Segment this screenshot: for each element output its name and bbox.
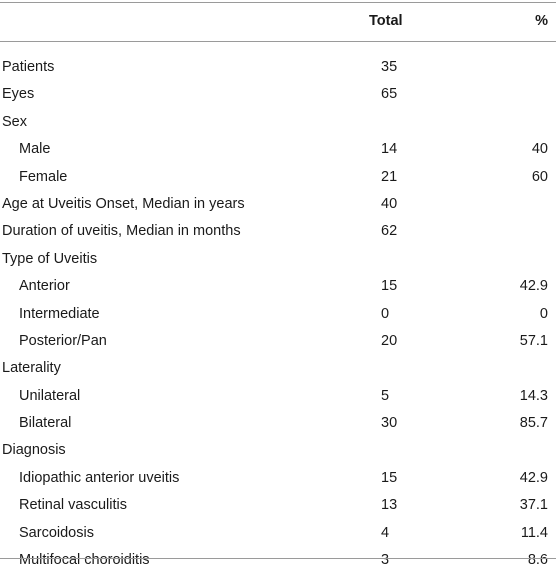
table-row: Laterality [0,355,556,382]
header-rule [0,41,556,42]
row-percent: 85.7 [519,415,548,432]
row-total: 40 [381,195,398,212]
row-label: Unilateral [19,387,81,404]
row-total: 13 [381,497,398,514]
table-row: Sarcoidosis 4 11.4 [0,520,556,547]
table-row: Duration of uveitis, Median in months 62 [0,218,556,245]
row-label: Sarcoidosis [19,524,94,541]
header-percent: % [535,13,548,29]
row-percent: 14.3 [519,387,548,404]
row-label: Laterality [2,360,61,377]
row-label: Diagnosis [2,442,66,459]
table-row: Retinal vasculitis 13 37.1 [0,492,556,519]
table-row: Male 14 40 [0,136,556,163]
row-total: 15 [381,278,398,295]
row-total: 0 [381,305,390,322]
table-row: Unilateral 5 14.3 [0,383,556,410]
row-label: Idiopathic anterior uveitis [19,469,180,486]
row-percent: 42.9 [519,278,548,295]
row-total: 35 [381,59,398,75]
row-label: Female [19,168,68,185]
row-percent: 42.9 [519,469,548,486]
table-row: Eyes 65 [0,81,556,108]
row-label: Patients [2,59,55,75]
row-label: Anterior [19,278,70,295]
table-row: Bilateral 30 85.7 [0,410,556,437]
top-rule [0,2,556,3]
table-body: Patients 35 Eyes 65 Sex Male 14 40 Femal… [0,54,556,574]
row-total: 30 [381,415,398,432]
row-label: Eyes [2,86,35,103]
table-row: Age at Uveitis Onset, Median in years 40 [0,191,556,218]
row-percent: 8.6 [527,552,548,569]
table-row: Patients 35 [0,54,556,81]
row-label: Multifocal choroiditis [19,552,150,569]
table-row: Female 21 60 [0,164,556,191]
row-percent: 37.1 [519,497,548,514]
table-row: Sex [0,109,556,136]
row-total: 21 [381,168,398,185]
row-total: 5 [381,387,390,404]
table-row: Multifocal choroiditis 3 8.6 [0,547,556,574]
table-row: Posterior/Pan 20 57.1 [0,328,556,355]
row-label: Intermediate [19,305,100,322]
table-row: Intermediate 0 0 [0,301,556,328]
row-percent: 60 [531,168,548,185]
row-label: Duration of uveitis, Median in months [2,223,241,240]
row-label: Retinal vasculitis [19,497,127,514]
table-row: Idiopathic anterior uveitis 15 42.9 [0,465,556,492]
row-label: Sex [2,113,27,130]
row-label: Bilateral [19,415,72,432]
row-total: 20 [381,332,398,349]
row-total: 62 [381,223,398,240]
row-total: 14 [381,141,398,158]
row-total: 65 [381,86,398,103]
row-percent: 40 [531,141,548,158]
header-total: Total [369,13,403,29]
row-label: Age at Uveitis Onset, Median in years [2,195,245,212]
table-row: Type of Uveitis [0,246,556,273]
row-percent: 0 [539,305,548,322]
table-header-row: Total % [0,2,556,41]
row-total: 3 [381,552,390,569]
table-row: Diagnosis [0,437,556,464]
bottom-rule [0,558,556,559]
row-label: Type of Uveitis [2,250,98,267]
row-total: 4 [381,524,390,541]
row-label: Male [19,141,51,158]
row-label: Posterior/Pan [19,332,107,349]
row-percent: 57.1 [519,332,548,349]
row-total: 15 [381,469,398,486]
row-percent: 11.4 [520,524,548,541]
table-row: Anterior 15 42.9 [0,273,556,300]
